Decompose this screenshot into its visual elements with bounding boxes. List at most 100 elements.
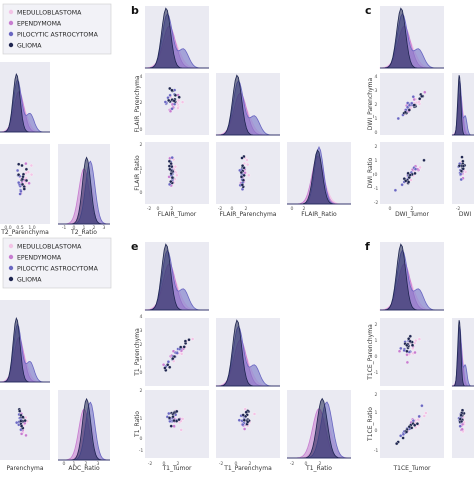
axis-label: FLAIR_Ratio: [134, 155, 141, 191]
e-scatter-21-point: [187, 338, 191, 342]
axis-label: FLAIR_Ratio: [301, 211, 337, 218]
tick-label: 0: [291, 206, 294, 212]
tick-label: 2: [171, 206, 174, 212]
axis-label: DWI: [459, 211, 472, 218]
f-scatter-21-point: [408, 334, 412, 338]
tick-label: 1: [375, 116, 378, 122]
panel-letter: e: [131, 240, 138, 253]
tick-label: -1: [374, 370, 379, 376]
c-scatter-21-point: [410, 101, 414, 105]
tick-label: -2: [148, 461, 153, 467]
f-scatter-31-point: [416, 417, 420, 422]
f-scatter-31-point: [417, 414, 421, 419]
e-scatter-32-point: [242, 418, 246, 422]
tick-label: 0: [140, 190, 143, 196]
tick-label: 3: [140, 328, 143, 334]
tick-label: 2: [249, 461, 252, 467]
b-scatter-21-point: [170, 107, 174, 111]
f-scatter-31-point: [413, 423, 417, 427]
b-scatter-31-point: [167, 164, 172, 168]
c-scatter-21-point: [407, 108, 411, 112]
f-scatter-31-point: [401, 436, 405, 440]
tick-label: 2: [319, 461, 322, 467]
e-diag-3-density-3: [287, 397, 351, 459]
e-scatter-31-point: [167, 411, 171, 416]
tick-label: 2: [375, 392, 378, 398]
tick-label: 4: [140, 74, 143, 80]
b-scatter-32-point: [242, 173, 246, 178]
c-scatter-21-point: [411, 95, 415, 99]
d-ratio-diag-density-3: [58, 397, 110, 461]
tick-label: 2: [140, 100, 143, 106]
d-scatter-point: [19, 419, 23, 423]
e-scatter-21-point: [171, 356, 175, 361]
e-scatter-32-point: [243, 407, 247, 411]
b-scatter-31-point: [170, 175, 175, 180]
a-scatter-point: [16, 173, 21, 177]
b-scatter-31-point: [170, 155, 174, 160]
axis-label: T1CE_Tumor: [392, 465, 431, 472]
b-scatter-31-point: [167, 175, 171, 179]
f-scatter-31-point: [399, 434, 403, 438]
tick-label: 4: [375, 74, 378, 80]
b-panel-scatter-32: [216, 142, 280, 204]
tick-label: 2: [375, 102, 378, 108]
tick-label: -2: [218, 206, 223, 212]
b-scatter-31-point: [167, 182, 172, 187]
f-scatter-32-point: [458, 417, 462, 421]
c-scatter-31-point: [413, 171, 417, 176]
tick-label: -1: [374, 448, 379, 454]
tick-label: 2: [375, 322, 378, 328]
e-scatter-32-point: [243, 414, 248, 419]
f-scatter-21-point: [414, 338, 418, 343]
b-scatter-21-point: [166, 96, 170, 100]
tick-label: 1: [375, 338, 378, 344]
e-diag-2-density-3: [216, 319, 280, 387]
b-scatter-32-point: [247, 173, 251, 177]
f-scatter-21-point: [413, 350, 417, 355]
d-scatter-point: [23, 418, 27, 423]
tick-label: 0: [157, 206, 160, 212]
tick-label: 0: [389, 206, 392, 212]
axis-label: DWI_Parenchyma: [367, 78, 374, 131]
f-scatter-32-point: [458, 424, 462, 428]
f-scatter-32-point: [460, 427, 464, 431]
f-scatter-31-point: [410, 426, 414, 430]
tick-label: -2: [374, 200, 379, 206]
axis-label: T2_Parenchyma: [0, 229, 49, 236]
f-scatter-21-point: [410, 343, 415, 347]
tick-label: 2: [303, 206, 306, 212]
b-scatter-31-point: [175, 173, 179, 177]
e-scatter-32-point: [241, 422, 245, 427]
tick-label: 1: [375, 410, 378, 416]
e-scatter-31-point: [177, 417, 181, 422]
axis-label: ADC_Ratio: [68, 465, 100, 472]
tick-label: 2: [245, 206, 248, 212]
tick-label: 2: [140, 142, 143, 148]
c-scatter-31-point: [406, 171, 410, 175]
legend-marker: [8, 42, 14, 48]
axis-label: FLAIR_Parenchyma: [219, 211, 276, 218]
tick-label: 0: [163, 461, 166, 467]
tick-label: 0: [375, 428, 378, 434]
e-scatter-31-point: [169, 424, 173, 428]
b-diag-2-density-3: [216, 74, 280, 136]
e-scatter-31-point: [172, 418, 176, 423]
d-scatter-point: [24, 433, 28, 438]
b-scatter-21-point: [177, 95, 181, 99]
axis-label: Parenchyma: [6, 465, 43, 472]
axis-label: T1CE_Ratio: [367, 407, 374, 442]
tick-label: 0: [140, 127, 143, 133]
b-scatter-21-point: [168, 93, 172, 97]
f-scatter-21-point: [405, 349, 409, 353]
tick-label: 2: [375, 144, 378, 150]
f-panel-scatter-21: [380, 318, 444, 386]
b-scatter-21-point: [176, 98, 181, 103]
b-scatter-21-point: [168, 86, 172, 91]
e-scatter-21-point: [175, 351, 179, 355]
tick-label: 0: [63, 461, 66, 467]
tick-label: 0: [375, 172, 378, 178]
f-scatter-31-point: [395, 441, 399, 446]
b-scatter-32-point: [246, 162, 250, 167]
a-scatter-point: [22, 187, 26, 191]
